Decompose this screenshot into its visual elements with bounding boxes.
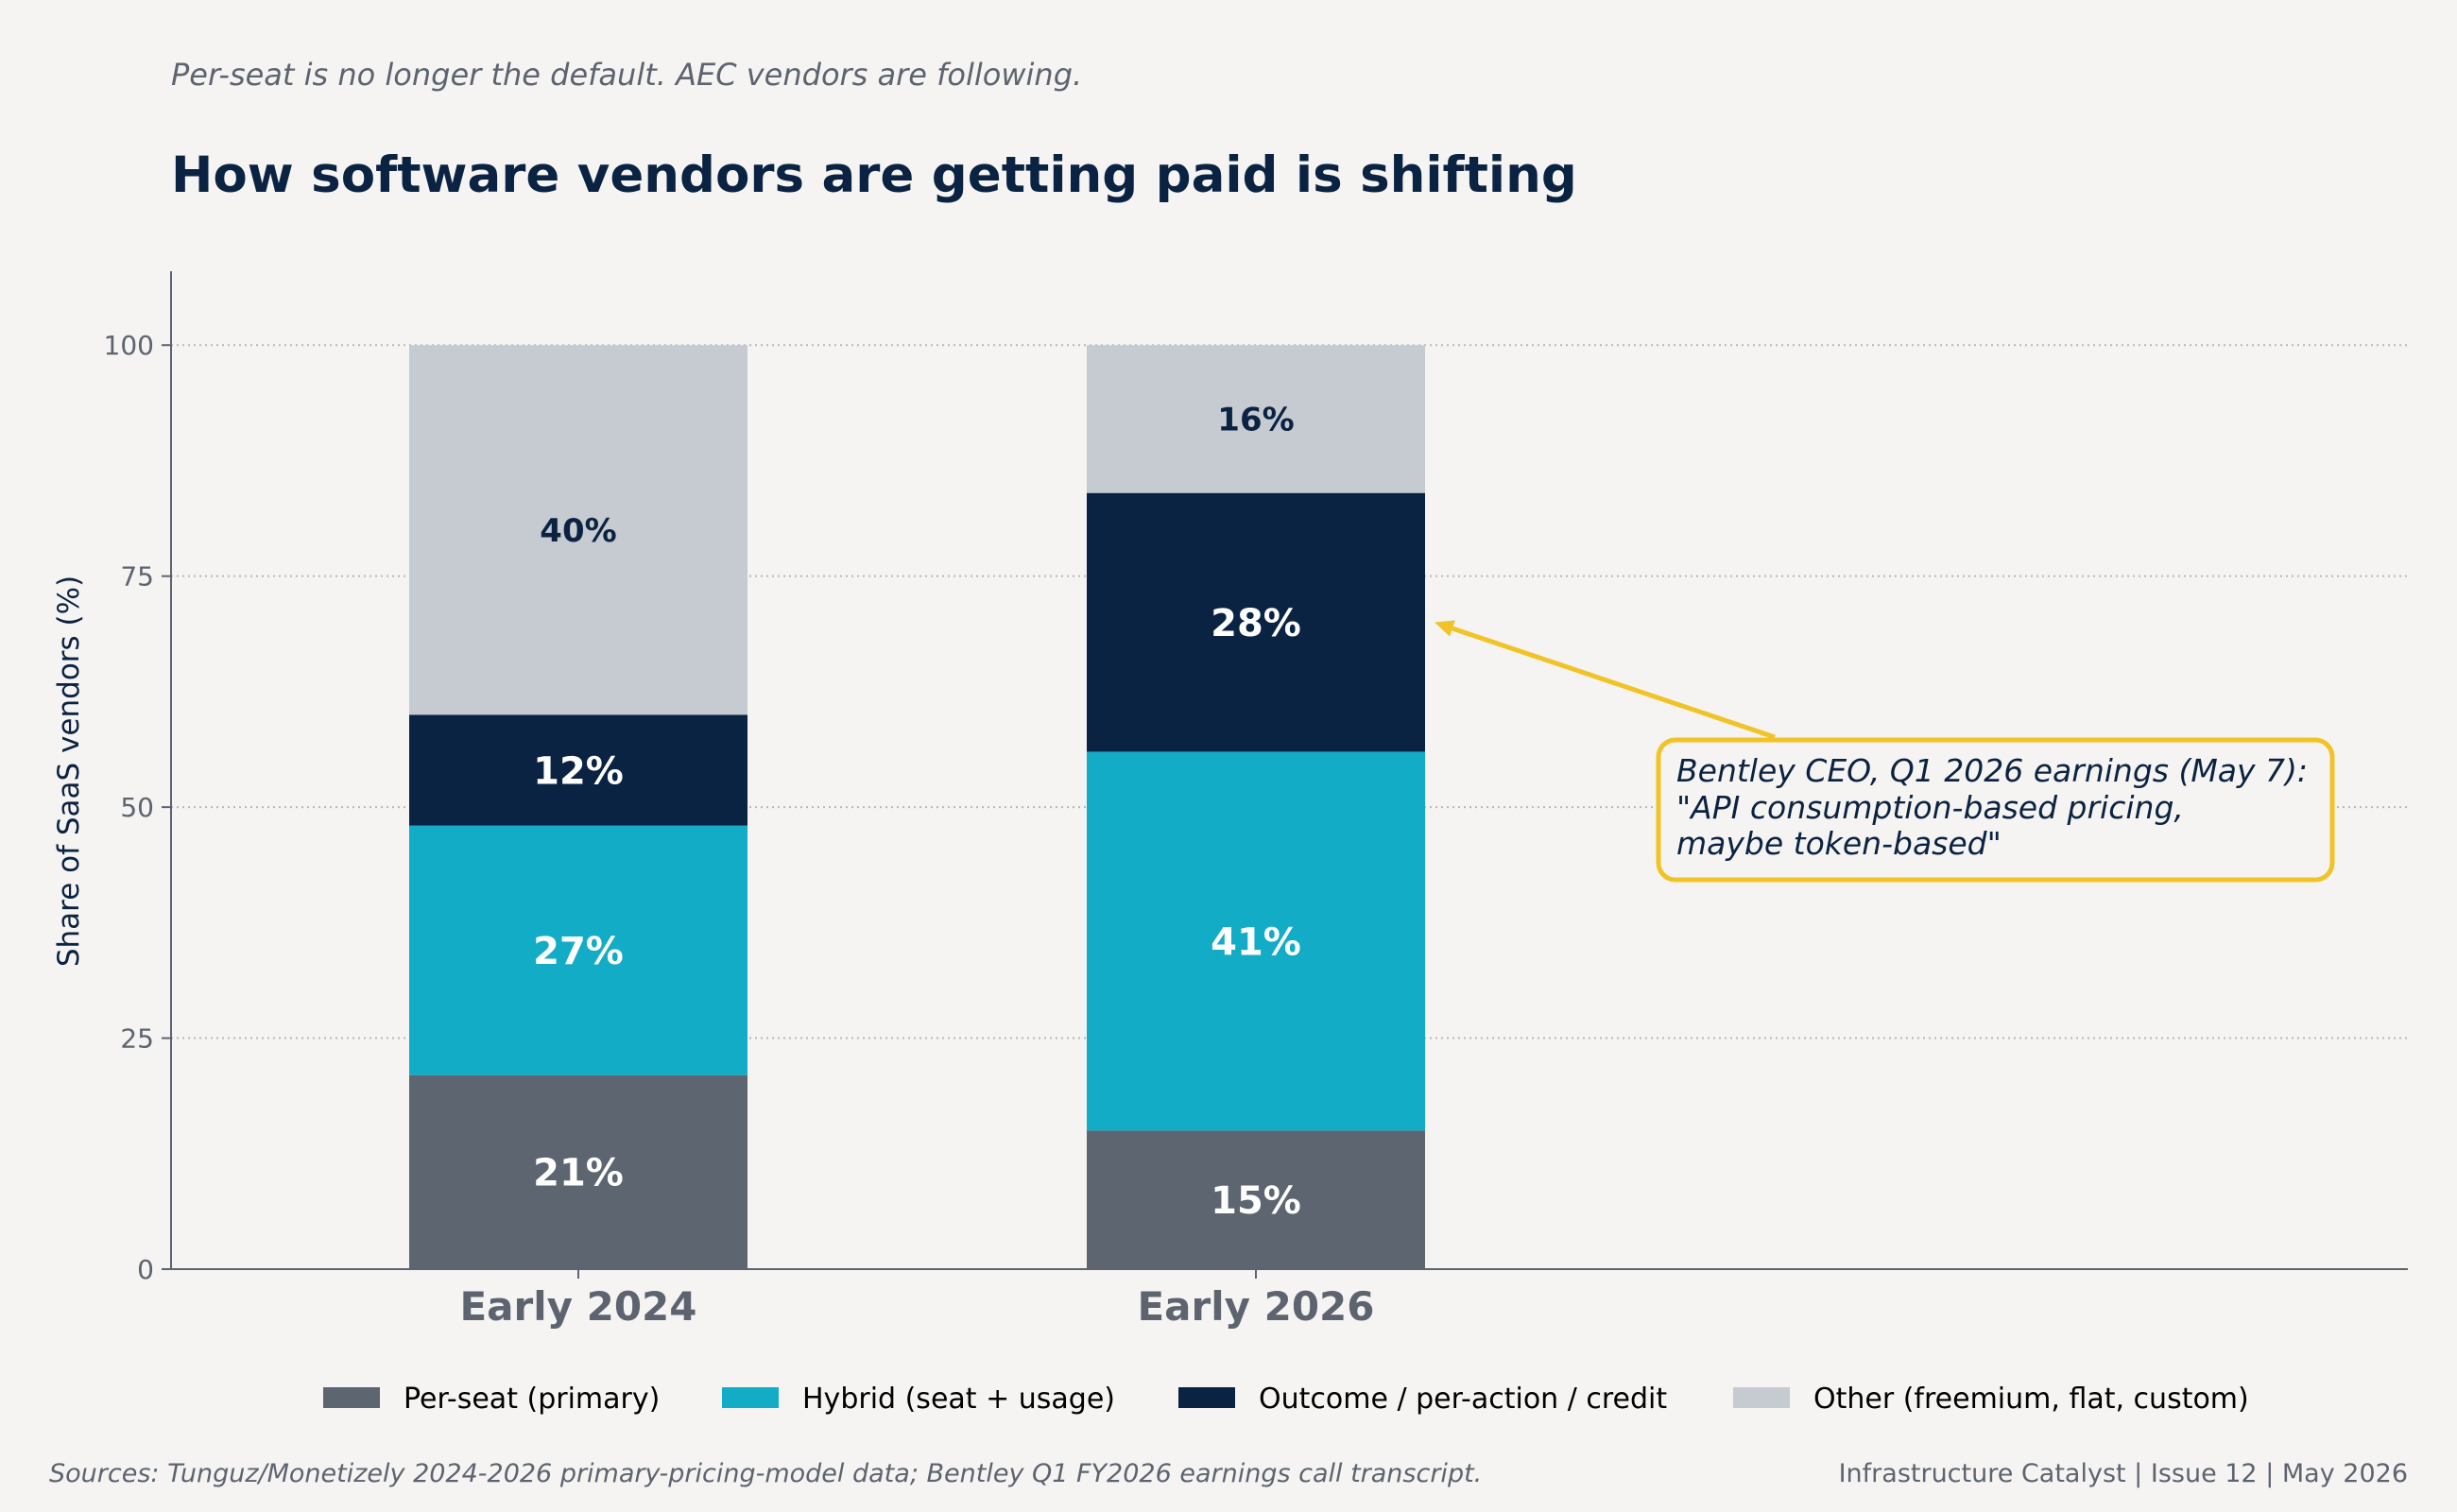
bar-segment-hybrid [409, 825, 747, 1075]
bar-segment-per-seat [1087, 1130, 1425, 1269]
y-tick-label: 75 [120, 561, 154, 593]
bar-segment-outcome [1087, 492, 1425, 752]
data-label: 16% [1217, 402, 1294, 439]
data-label: 40% [540, 512, 616, 550]
bar-segment-other [409, 345, 747, 715]
axes [170, 271, 2408, 1270]
bars: 21% 27% 12% 40% 15% 41% 28% 16% [409, 345, 1425, 1269]
annotation: Bentley CEO, Q1 2026 earnings (May 7): "… [1435, 620, 2335, 883]
bar-segment-hybrid [1087, 751, 1425, 1131]
legend-label: Hybrid (seat + usage) [802, 1383, 1115, 1416]
legend-swatch-per-seat [323, 1387, 380, 1408]
bar-segment-outcome [409, 714, 747, 826]
annotation-box [1656, 737, 2335, 883]
source-note: Sources: Tunguz/Monetizely 2024-2026 pri… [49, 1459, 1482, 1488]
legend-label: Outcome / per-action / credit [1259, 1383, 1667, 1416]
annotation-arrow-line [1452, 626, 1776, 740]
chart-title: How software vendors are getting paid is… [171, 146, 1577, 204]
y-tick-label: 0 [137, 1254, 154, 1285]
annotation-line-2: "API consumption-based pricing, [1676, 789, 2184, 826]
y-tick-label: 25 [120, 1023, 154, 1055]
y-axis-label: Share of SaaS vendors (%) [52, 576, 86, 967]
data-label: 21% [533, 1152, 624, 1195]
data-label: 12% [533, 749, 624, 793]
footer-credit: Infrastructure Catalyst | Issue 12 | May… [1839, 1459, 2408, 1488]
bar-segment-per-seat [409, 1074, 747, 1269]
legend: Per-seat (primary) Hybrid (seat + usage) O… [323, 1383, 2249, 1416]
y-tick-label: 100 [104, 330, 154, 361]
annotation-arrow-head [1435, 620, 1455, 637]
legend-label: Other (freemium, flat, custom) [1813, 1383, 2249, 1416]
x-tick-label: Early 2026 [1137, 1283, 1374, 1330]
annotation-line-3: maybe token-based" [1676, 825, 2002, 862]
data-label: 27% [533, 930, 624, 973]
chart-subtitle: Per-seat is no longer the default. AEC v… [171, 57, 1082, 93]
annotation-line-1: Bentley CEO, Q1 2026 earnings (May 7): [1676, 752, 2308, 789]
data-label: 28% [1211, 602, 1301, 645]
legend-label: Per-seat (primary) [404, 1383, 660, 1416]
y-ticks: 0 25 50 75 100 [104, 330, 171, 1285]
x-tick-labels: Early 2024 Early 2026 [459, 1269, 1375, 1330]
x-tick-label: Early 2024 [459, 1283, 696, 1330]
data-label: 15% [1211, 1179, 1301, 1223]
bar-segment-other [1087, 345, 1425, 493]
y-tick-label: 50 [120, 792, 154, 823]
legend-swatch-other [1733, 1387, 1790, 1408]
legend-swatch-hybrid [722, 1387, 779, 1408]
legend-swatch-outcome [1178, 1387, 1235, 1408]
data-label: 41% [1211, 920, 1301, 964]
